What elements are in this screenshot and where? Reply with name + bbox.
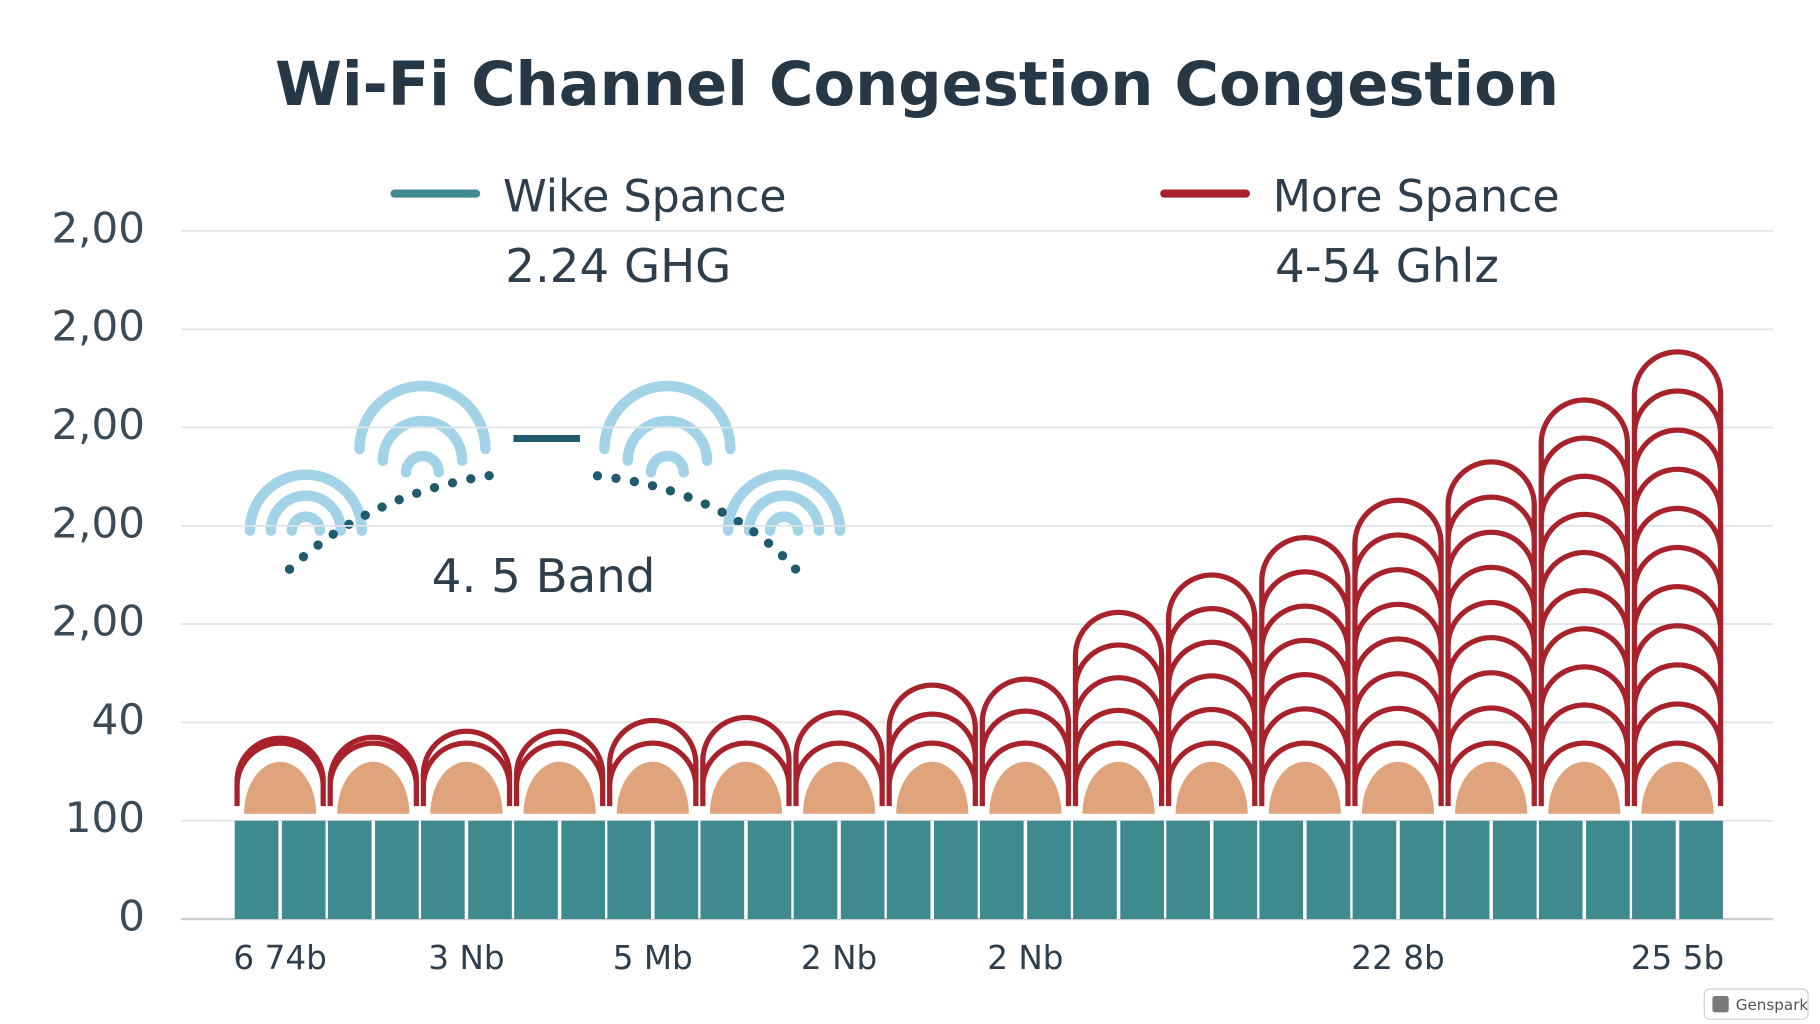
dome — [1082, 761, 1155, 814]
y-tick-label: 40 — [92, 695, 145, 744]
dome — [430, 761, 503, 814]
arc-stack — [513, 728, 606, 807]
arc-stack — [1166, 572, 1258, 807]
watermark-box — [1703, 988, 1809, 1020]
y-tick-label: 2,00 — [51, 203, 144, 252]
legend-label: More Spance — [1273, 171, 1560, 222]
dome — [1548, 761, 1621, 814]
arc-stack — [1538, 397, 1631, 807]
dome — [337, 761, 410, 814]
x-tick-label: 6 74b — [233, 939, 326, 977]
arc-stack — [979, 676, 1072, 807]
dome — [989, 761, 1062, 814]
chart-title: Wi-Fi Channel Congestion Congestion — [275, 50, 1559, 120]
y-tick-label: 2,00 — [51, 400, 144, 449]
dotted-signal — [284, 468, 801, 574]
legend-subtitle: 2.24 GHG — [505, 240, 731, 294]
arc-stack — [1352, 497, 1444, 807]
x-tick-label: 2 Nb — [801, 939, 877, 977]
dome — [1641, 761, 1714, 814]
legend-label: Wike Spance — [503, 171, 787, 222]
dome — [1175, 761, 1248, 814]
arc-stack — [793, 710, 885, 807]
y-tick-label: 2,00 — [51, 597, 144, 646]
wifi-illustration — [244, 380, 846, 536]
arc-stack — [327, 734, 419, 807]
watermark: Genspark — [1736, 996, 1809, 1014]
dome — [244, 761, 317, 814]
arc-stack — [1631, 349, 1724, 807]
dome — [1268, 761, 1341, 814]
arc-stack — [234, 735, 326, 807]
dome — [1455, 761, 1528, 814]
dome — [616, 761, 689, 814]
annotation: 4. 5 Band — [432, 550, 656, 604]
arc-stack — [420, 728, 513, 807]
y-tick-label: 100 — [65, 793, 145, 842]
dome — [709, 761, 782, 814]
y-tick-label: 0 — [118, 892, 145, 941]
arc-stack — [1259, 535, 1351, 807]
y-tick-label: 2,00 — [51, 498, 144, 547]
dome — [1361, 761, 1435, 814]
arc-stack — [1445, 459, 1537, 807]
y-tick-label: 2,00 — [51, 302, 144, 351]
dome — [523, 761, 596, 814]
dome — [896, 761, 969, 814]
x-tick-label: 22 8b — [1351, 939, 1444, 977]
x-tick-label: 3 Nb — [428, 939, 504, 977]
legend-subtitle: 4-54 Ghlz — [1275, 240, 1499, 294]
x-tick-label: 2 Nb — [987, 939, 1063, 977]
watermark-icon — [1712, 996, 1729, 1013]
x-tick-label: 25 5b — [1631, 939, 1724, 977]
dome — [802, 761, 876, 814]
arc-stack — [700, 714, 792, 807]
x-tick-label: 5 Mb — [613, 939, 693, 977]
arc-stack — [886, 682, 978, 807]
arc-stack — [607, 717, 699, 807]
arc-stack — [1072, 609, 1165, 807]
